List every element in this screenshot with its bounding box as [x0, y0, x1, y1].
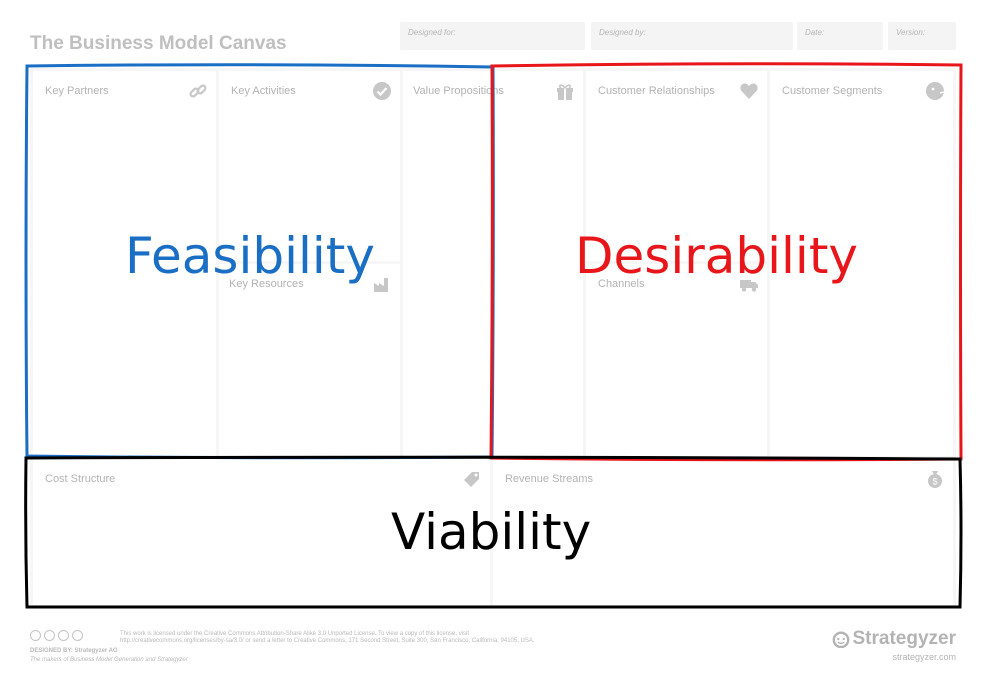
desirability-label: Desirability	[575, 227, 859, 285]
link-icon	[188, 81, 208, 101]
face-icon	[925, 81, 945, 101]
canvas-title: The Business Model Canvas	[30, 33, 287, 54]
nc-icon	[72, 630, 83, 641]
value-propositions-label: Value Propositions	[413, 85, 504, 97]
gift-icon	[555, 81, 575, 101]
designed-by-credit: DESIGNED BY: Strategyzer AG	[30, 648, 118, 654]
cost-structure-label: Cost Structure	[45, 473, 116, 485]
cc-icon	[30, 630, 41, 641]
brand-name: Strategyzer	[852, 628, 957, 649]
by-icon	[44, 630, 55, 641]
key-resources-block[interactable]: Key Resources	[219, 264, 400, 456]
sa-icon	[58, 630, 69, 641]
channels-block[interactable]: Channels	[586, 264, 767, 456]
designed-for-field[interactable]: Designed for:	[400, 22, 585, 50]
customer-segments-label: Customer Segments	[782, 85, 883, 97]
tag-icon	[462, 469, 482, 489]
brand-logo[interactable]: Strategyzer	[832, 628, 957, 650]
license-icons	[30, 630, 83, 641]
heart-icon	[739, 81, 759, 101]
tagline: The makers of Business Model Generation …	[30, 657, 188, 663]
check-icon	[372, 81, 392, 101]
version-field[interactable]: Version:	[888, 22, 956, 50]
key-activities-label: Key Activities	[231, 85, 296, 97]
moneybag-icon: $	[925, 469, 945, 489]
strategyzer-logo-icon	[832, 631, 849, 648]
date-field[interactable]: Date:	[797, 22, 883, 50]
value-propositions-block[interactable]: Value Propositions	[403, 71, 583, 456]
license-text-2: http://creativecommons.org/licenses/by-s…	[120, 638, 535, 644]
svg-text:$: $	[932, 477, 937, 487]
viability-label: Viability	[391, 503, 592, 561]
key-partners-label: Key Partners	[45, 85, 109, 97]
revenue-streams-label: Revenue Streams	[505, 473, 594, 485]
license-text: This work is licensed under the Creative…	[120, 631, 470, 637]
brand-url[interactable]: strategyzer.com	[892, 652, 956, 662]
feasibility-label: Feasibility	[125, 227, 375, 285]
factory-icon	[372, 274, 392, 294]
customer-relationships-label: Customer Relationships	[598, 85, 715, 97]
designed-by-field[interactable]: Designed by:	[591, 22, 793, 50]
